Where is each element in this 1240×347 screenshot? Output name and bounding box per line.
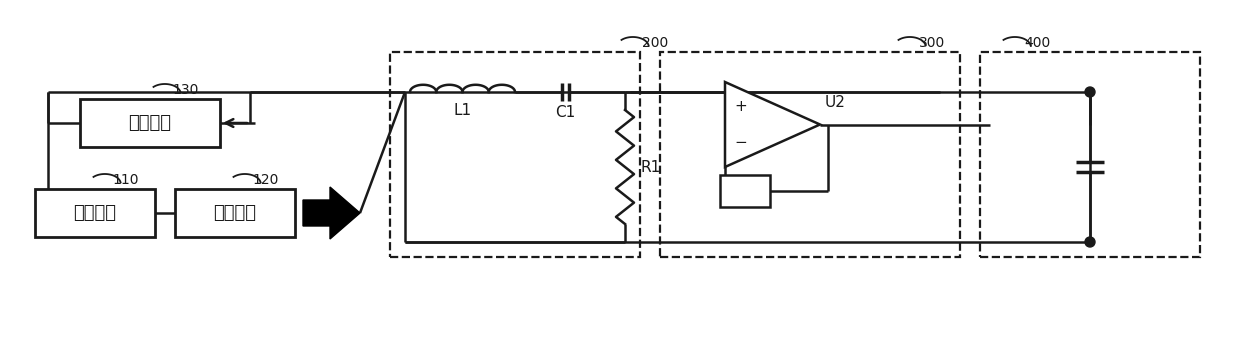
Bar	[720, 175, 770, 207]
Text: 控制单元: 控制单元	[73, 204, 117, 222]
Text: 130: 130	[172, 83, 198, 97]
Circle shape	[1085, 237, 1095, 247]
Bar	[81, 99, 219, 147]
Bar	[35, 189, 155, 237]
Bar	[980, 52, 1200, 257]
Text: 检测单元: 检测单元	[129, 114, 171, 132]
Circle shape	[1085, 87, 1095, 97]
Bar	[175, 189, 295, 237]
Text: +: +	[734, 99, 748, 114]
Polygon shape	[303, 187, 360, 239]
Text: 120: 120	[252, 173, 278, 187]
Text: 驱动单元: 驱动单元	[213, 204, 257, 222]
Text: R1: R1	[641, 160, 661, 175]
Polygon shape	[725, 82, 820, 167]
Text: −: −	[734, 135, 748, 150]
Text: 200: 200	[642, 36, 668, 50]
Bar	[391, 52, 640, 257]
Text: C1: C1	[554, 104, 575, 119]
Text: L1: L1	[454, 102, 471, 118]
Bar	[660, 52, 960, 257]
Text: 300: 300	[919, 36, 945, 50]
Text: 400: 400	[1024, 36, 1050, 50]
Text: 110: 110	[112, 173, 139, 187]
Text: U2: U2	[825, 95, 846, 110]
